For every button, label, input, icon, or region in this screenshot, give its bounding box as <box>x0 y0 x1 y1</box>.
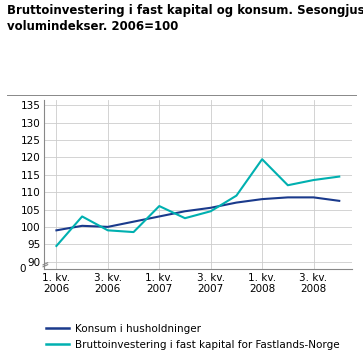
Text: Bruttoinvestering i fast kapital og konsum. Sesongjusterte
volumindekser. 2006=1: Bruttoinvestering i fast kapital og kons… <box>7 4 363 33</box>
Legend: Konsum i husholdninger, Bruttoinvestering i fast kapital for Fastlands-Norge: Konsum i husholdninger, Bruttoinvesterin… <box>46 324 339 350</box>
Text: 0: 0 <box>19 263 25 274</box>
